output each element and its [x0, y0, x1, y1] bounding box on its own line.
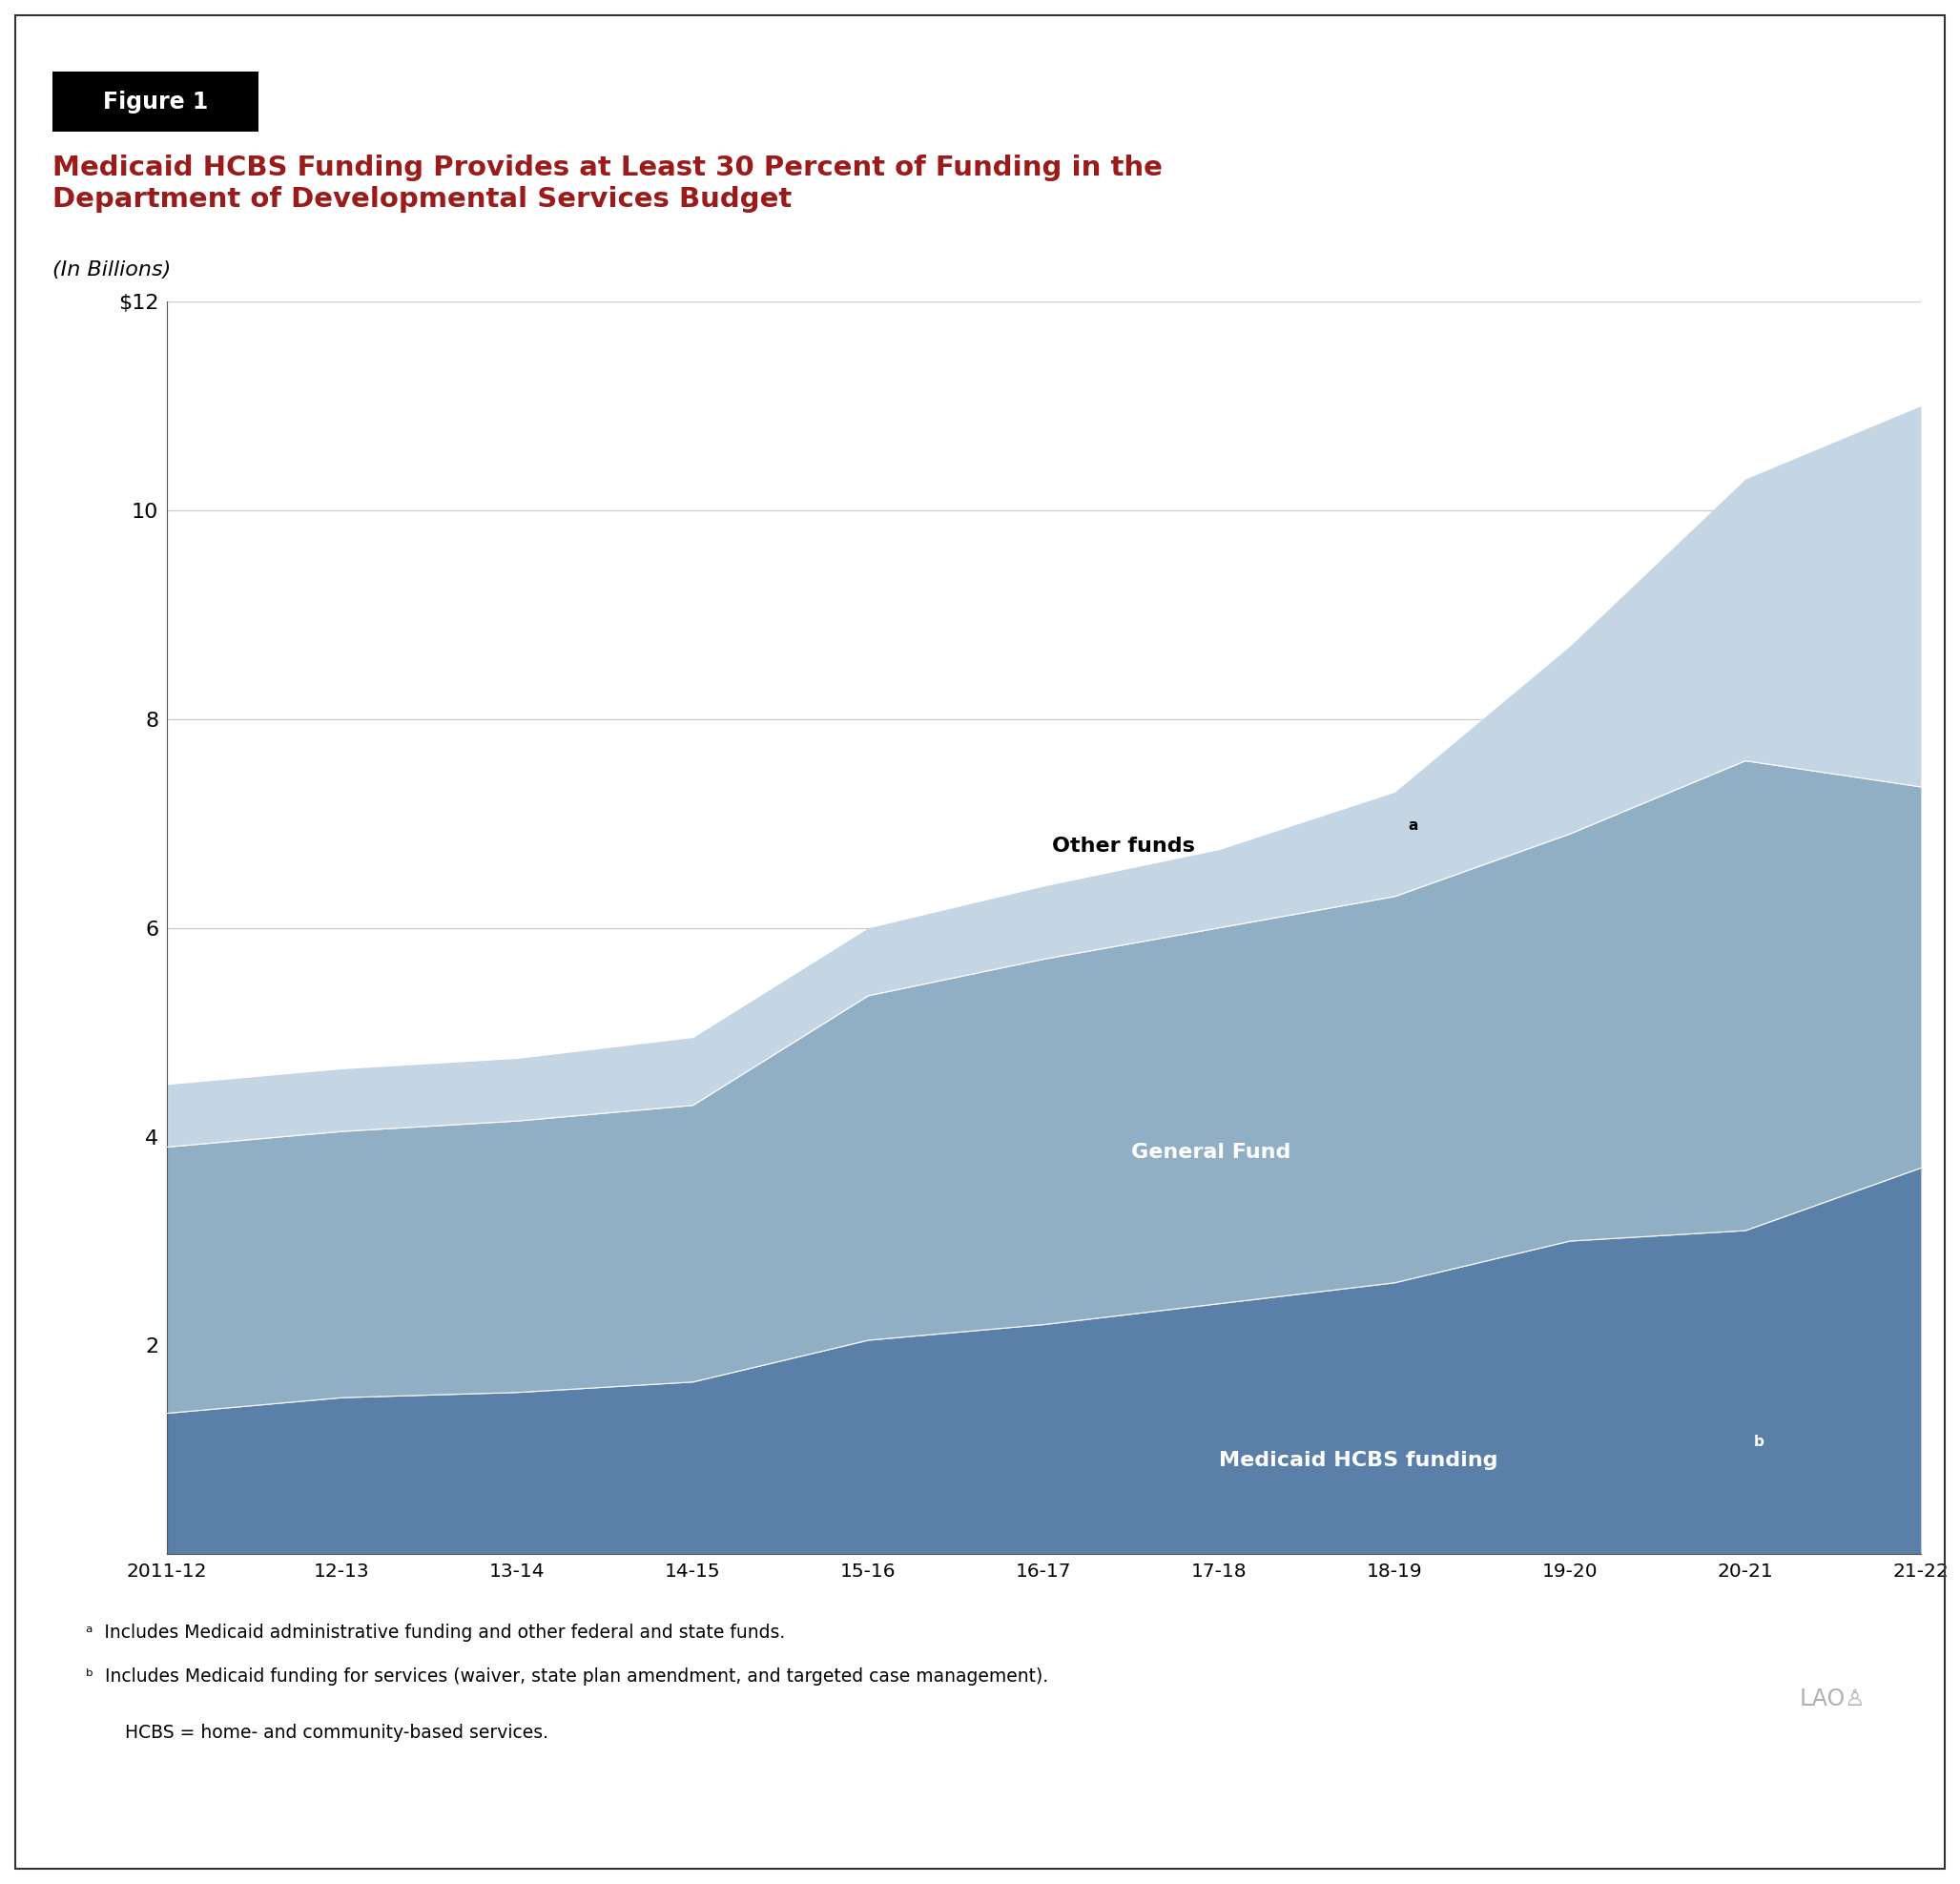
Text: Other funds: Other funds	[1053, 836, 1196, 855]
Text: Medicaid HCBS funding: Medicaid HCBS funding	[1219, 1451, 1497, 1470]
Text: b: b	[1754, 1434, 1764, 1449]
Text: a: a	[1409, 818, 1419, 833]
Text: Medicaid HCBS Funding Provides at Least 30 Percent of Funding in the
Department : Medicaid HCBS Funding Provides at Least …	[53, 154, 1162, 213]
Text: HCBS = home- and community-based services.: HCBS = home- and community-based service…	[108, 1724, 549, 1743]
FancyBboxPatch shape	[53, 72, 259, 132]
Text: LAO♙: LAO♙	[1799, 1688, 1866, 1711]
Text: ᵇ  Includes Medicaid funding for services (waiver, state plan amendment, and tar: ᵇ Includes Medicaid funding for services…	[86, 1667, 1049, 1686]
Text: Figure 1: Figure 1	[104, 90, 208, 113]
Text: ᵃ  Includes Medicaid administrative funding and other federal and state funds.: ᵃ Includes Medicaid administrative fundi…	[86, 1624, 786, 1643]
Text: (In Billions): (In Billions)	[53, 260, 171, 279]
Text: General Fund: General Fund	[1131, 1144, 1292, 1162]
